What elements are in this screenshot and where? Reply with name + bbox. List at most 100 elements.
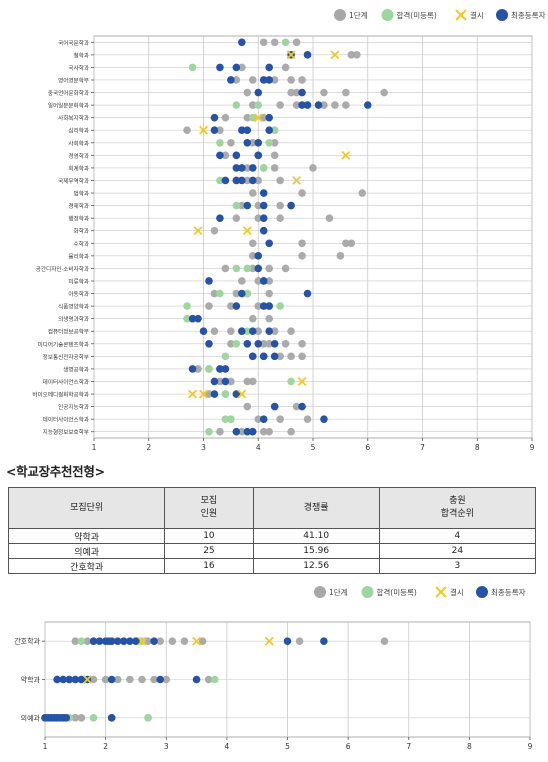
final-point [259,214,268,222]
x-tick-label: 6 [365,443,370,452]
stage1-point [77,714,86,722]
final-point [194,314,202,323]
final-point [303,101,312,109]
stage1-point [254,214,263,222]
stage1-point [248,239,257,248]
absent-point [341,150,351,160]
passed-point [259,164,268,172]
stage1-point [276,214,284,222]
final-point [254,339,263,348]
final-point [259,302,268,310]
y-tick-label: 물리학과 [68,252,89,260]
final-point [107,675,116,684]
y-tick-label: 수학과 [74,240,89,248]
stage1-point [221,264,230,273]
legend-label: 최종등록자 [511,10,546,20]
cell-unit: 의예과 [7,543,166,559]
absent-point [297,377,307,386]
stage1-point [204,675,213,684]
final-point [259,352,268,361]
y-tick-label: 회계학과 [68,164,89,172]
final-point [132,637,140,645]
passed-point [205,365,213,373]
passed-point [232,339,241,348]
final-point [199,327,208,336]
cell-rank: 24 [378,543,537,559]
final-point [303,289,312,298]
stage1-point [243,164,252,172]
stage1-point [347,239,356,248]
final-point [254,88,263,97]
final-point [259,277,268,285]
stage1-point [101,675,110,684]
legend-marker [496,9,508,21]
passed-point [265,138,274,147]
final-point [259,201,268,210]
stage1-point [248,314,257,323]
final-point [232,302,241,310]
passed-point [221,352,230,361]
stage1-point [216,427,224,436]
cell-ratio: 12.56 [252,558,380,574]
final-point [65,675,74,684]
y-tick-label: 미류학과 [68,277,89,285]
x-tick-label: 3 [201,443,206,452]
final-point [238,126,246,135]
passed-point [205,427,213,436]
stage1-point [342,101,350,109]
final-point [265,63,274,72]
stage1-point [292,402,301,411]
cell-quota: 16 [164,558,254,574]
final-point [238,176,246,185]
table-header-row: 모집단위 모집 인원 경쟁률 충원 합격순위 [7,487,537,529]
final-point [254,151,263,160]
stage1-point [287,88,295,97]
final-point [287,201,295,210]
final-point [238,327,246,336]
cell-rank: 3 [378,558,537,574]
stage1-point [265,289,274,298]
legend-marker [476,586,488,598]
y-tick-label: 국어국문학과 [58,39,89,47]
legend-label: 1단계 [329,587,348,597]
absent-point [237,389,247,399]
stage1-point [295,637,304,645]
passed-point [254,101,263,109]
absent-point [199,389,208,399]
x-tick-label: 8 [475,443,480,452]
final-point [216,151,224,160]
final-point [192,675,201,684]
y-tick-label: 바이오메디컬화학공학과 [32,391,89,399]
stage1-point [259,339,268,348]
passed-point [89,714,98,722]
stage1-point [309,164,317,172]
stage1-point [238,201,246,210]
x-tick-label: 4 [224,742,229,751]
y-tick-label: 미디어기술콘텐츠학과 [38,340,89,348]
final-point [210,126,219,135]
stage1-point [265,427,274,436]
final-point [120,637,128,645]
stage1-point [358,189,367,197]
passed-point [243,264,252,273]
passed-point [77,637,86,645]
x-tick-label: 1 [92,443,97,452]
stage1-point [162,675,171,684]
final-point [320,415,328,423]
cell-rank: 4 [378,528,537,544]
stage1-point [126,675,134,684]
stage1-point [138,675,146,684]
stage1-point [210,226,219,235]
final-point [238,38,246,47]
x-tick-label: 3 [164,742,169,751]
y-tick-label: 경영학과 [68,152,89,160]
final-point [243,201,252,210]
stage1-point [248,76,257,84]
absent-point [192,636,201,646]
absent-point [83,675,92,684]
cell-quota: 10 [164,528,254,544]
stage1-point [254,201,263,210]
stage1-point [248,189,257,197]
stage1-point [232,76,241,84]
stage1-point [281,264,290,273]
